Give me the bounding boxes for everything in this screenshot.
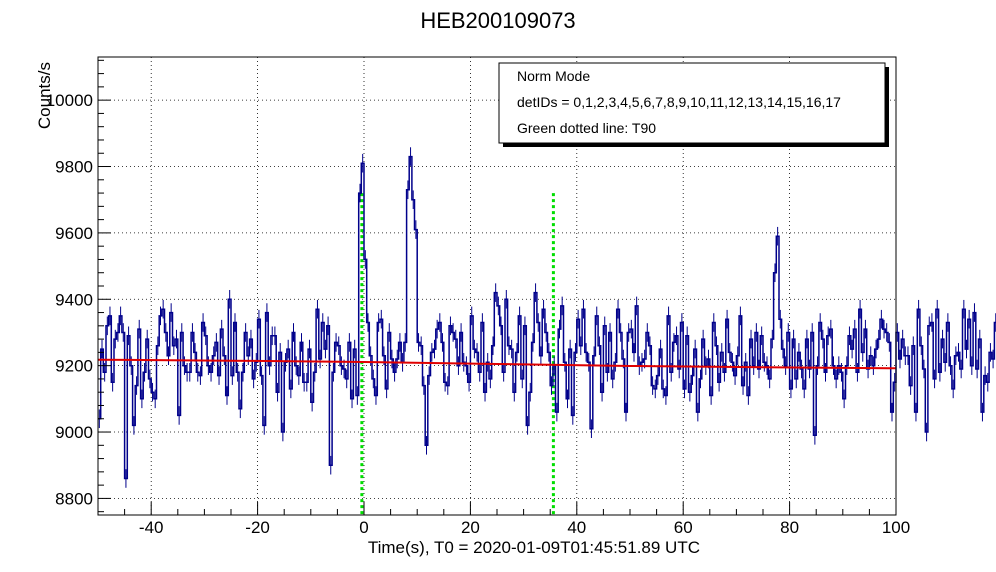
x-tick-label: 0	[359, 518, 368, 537]
x-tick-label: -20	[245, 518, 270, 537]
x-tick-label: 80	[780, 518, 799, 537]
legend-panel	[498, 62, 886, 144]
legend-box: Norm Mode detIDs = 0,1,2,3,4,5,6,7,8,9,1…	[498, 62, 889, 147]
x-tick-label: 40	[567, 518, 586, 537]
x-tick-label: 20	[461, 518, 480, 537]
y-axis-label: Counts/s	[35, 62, 54, 129]
y-tick-label: 9200	[55, 357, 93, 376]
y-tick-labels: 8800 9000 9200 9400 9600 9800 10000	[46, 91, 93, 508]
chart-title: HEB200109073	[420, 8, 575, 33]
data-series	[97, 147, 996, 488]
x-axis-label: Time(s), T0 = 2020-01-09T01:45:51.89 UTC	[368, 538, 700, 557]
y-tick-label: 8800	[55, 489, 93, 508]
x-tick-label: -40	[139, 518, 164, 537]
y-tick-label: 9600	[55, 224, 93, 243]
x-tick-labels: -40 -20 0 20 40 60 80 100	[139, 518, 910, 537]
x-tick-label: 60	[674, 518, 693, 537]
y-tick-label: 9400	[55, 290, 93, 309]
y-tick-label: 9000	[55, 423, 93, 442]
legend-line-detids: detIDs = 0,1,2,3,4,5,6,7,8,9,10,11,12,13…	[517, 94, 841, 110]
light-curve-series	[98, 155, 996, 480]
axis-ticks	[97, 59, 897, 515]
legend-line-mode: Norm Mode	[517, 68, 590, 84]
y-tick-label: 9800	[55, 158, 93, 177]
background-fit-line	[97, 358, 897, 370]
y-tick-label: 10000	[46, 91, 93, 110]
legend-line-t90: Green dotted line: T90	[517, 120, 656, 136]
x-tick-label: 100	[882, 518, 910, 537]
